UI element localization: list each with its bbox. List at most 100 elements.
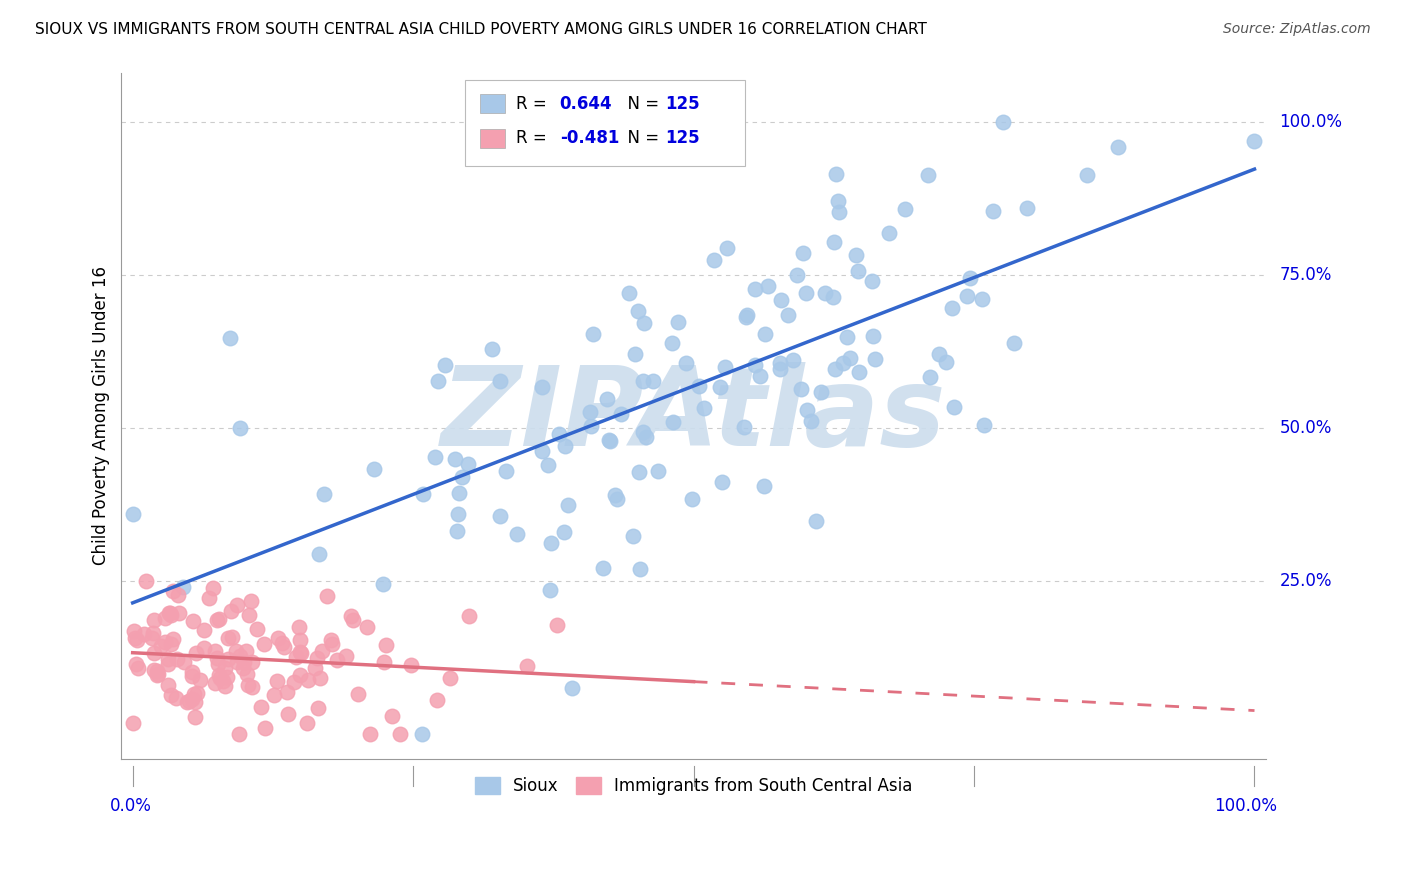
Point (276, 685, 298, 699)
Point (250, 700, 273, 714)
Text: 0.0%: 0.0% (110, 797, 152, 814)
Point (582, 326, 605, 341)
Point (127, 660, 149, 674)
Point (624, 347, 647, 361)
Point (824, 167, 846, 181)
Point (877, 226, 900, 240)
Point (862, 274, 884, 288)
Point (824, 235, 846, 249)
Text: SIOUX VS IMMIGRANTS FROM SOUTH CENTRAL ASIA CHILD POVERTY AMONG GIRLS UNDER 16 C: SIOUX VS IMMIGRANTS FROM SOUTH CENTRAL A… (35, 22, 927, 37)
Point (180, 665, 202, 679)
Point (157, 678, 180, 692)
Point (489, 509, 512, 524)
Text: -0.481: -0.481 (560, 129, 619, 147)
Point (554, 439, 576, 453)
Point (959, 270, 981, 285)
Point (821, 289, 844, 303)
Point (599, 434, 621, 448)
Point (557, 498, 579, 512)
Point (204, 644, 226, 658)
Point (252, 637, 274, 651)
Point (232, 655, 254, 669)
Point (381, 709, 404, 723)
Point (641, 374, 664, 388)
Point (941, 301, 963, 315)
Point (146, 666, 169, 681)
Point (845, 248, 868, 262)
Point (285, 650, 308, 665)
Point (254, 721, 277, 735)
Point (412, 487, 434, 501)
Point (263, 688, 285, 702)
Point (693, 401, 716, 416)
Point (425, 450, 447, 465)
Point (207, 667, 229, 681)
Point (579, 418, 602, 433)
Point (232, 661, 254, 675)
Point (308, 547, 330, 561)
Point (561, 681, 583, 696)
Point (506, 526, 529, 541)
Point (769, 362, 792, 376)
Point (246, 622, 269, 636)
Point (1076, 168, 1098, 182)
Point (166, 652, 188, 666)
Point (228, 727, 250, 741)
Point (225, 598, 247, 612)
Point (142, 613, 165, 627)
Point (181, 691, 204, 706)
Point (633, 316, 655, 330)
FancyBboxPatch shape (479, 128, 505, 148)
Point (754, 326, 776, 341)
Point (553, 524, 575, 539)
Point (1107, 140, 1129, 154)
Point (838, 351, 860, 365)
Point (447, 485, 470, 500)
Point (973, 417, 995, 432)
Point (837, 329, 859, 343)
Point (162, 632, 184, 646)
Point (800, 414, 823, 428)
Point (190, 673, 212, 687)
Text: 75.0%: 75.0% (1279, 266, 1331, 284)
Point (411, 727, 433, 741)
Point (796, 403, 818, 417)
Point (297, 673, 319, 687)
Point (846, 263, 869, 277)
Point (388, 727, 411, 741)
Point (162, 583, 184, 598)
Point (633, 425, 655, 440)
Point (315, 589, 337, 603)
Point (634, 430, 657, 444)
Point (283, 675, 305, 690)
Point (165, 690, 187, 705)
Point (970, 292, 993, 306)
Point (647, 464, 669, 478)
Text: ZIPAtlas: ZIPAtlas (441, 362, 946, 469)
Point (981, 204, 1004, 219)
Point (122, 716, 145, 731)
Point (239, 593, 262, 607)
Point (290, 645, 312, 659)
Point (211, 674, 233, 689)
Point (917, 169, 939, 183)
Point (207, 657, 229, 671)
Point (426, 374, 449, 388)
Point (145, 668, 167, 682)
Point (918, 369, 941, 384)
Point (956, 289, 979, 303)
Point (326, 653, 349, 667)
Point (312, 487, 335, 501)
Point (160, 608, 183, 623)
Point (290, 646, 312, 660)
Point (605, 488, 627, 502)
Point (592, 560, 614, 574)
Point (267, 631, 290, 645)
Point (606, 491, 628, 506)
Text: N =: N = (617, 95, 664, 113)
Point (375, 638, 398, 652)
Point (991, 115, 1014, 129)
Point (711, 475, 734, 489)
Point (782, 353, 804, 368)
Point (662, 415, 685, 429)
